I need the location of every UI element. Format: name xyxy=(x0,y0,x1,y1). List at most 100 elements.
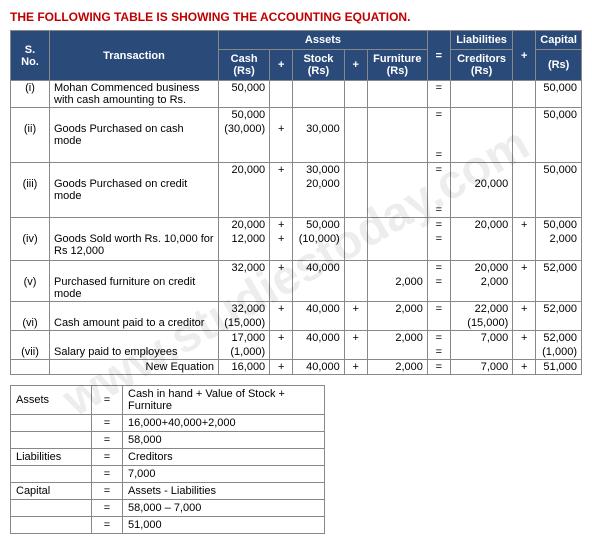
cell xyxy=(344,261,367,276)
cell xyxy=(367,316,427,331)
cell xyxy=(293,316,345,331)
summary-cell: Liabilities xyxy=(11,449,92,466)
cell: 22,000 xyxy=(450,302,512,317)
cell: 2,000 xyxy=(367,275,427,302)
cell: = xyxy=(427,81,450,108)
cell: 50,000 xyxy=(293,218,345,233)
cell xyxy=(270,177,293,203)
cell xyxy=(50,108,219,123)
cell: (10,000) xyxy=(293,232,345,258)
cell xyxy=(50,302,219,317)
summary-cell: = xyxy=(92,415,123,432)
col-cap-group: Capital xyxy=(536,31,582,50)
cell xyxy=(513,345,536,360)
cell xyxy=(11,148,50,163)
cell: + xyxy=(270,122,293,148)
cell: (1,000) xyxy=(536,345,582,360)
cell xyxy=(536,122,582,148)
summary-cell: = xyxy=(92,432,123,449)
cell: 2,000 xyxy=(367,302,427,317)
cell xyxy=(367,81,427,108)
cell: = xyxy=(427,163,450,178)
cell: (30,000) xyxy=(219,122,270,148)
cell: 20,000 xyxy=(450,261,512,276)
cell xyxy=(270,203,293,218)
cell: 40,000 xyxy=(293,261,345,276)
cell: + xyxy=(513,218,536,233)
cell: 32,000 xyxy=(219,261,270,276)
cell: = xyxy=(427,345,450,360)
cell: (i) xyxy=(11,81,50,108)
cell xyxy=(11,218,50,233)
col-assets-group: Assets xyxy=(219,31,428,50)
cell xyxy=(11,331,50,346)
cell: (15,000) xyxy=(219,316,270,331)
cell: = xyxy=(427,148,450,163)
cell: + xyxy=(270,232,293,258)
cell xyxy=(219,148,270,163)
summary-cell xyxy=(11,466,92,483)
page-title: THE FOLLOWING TABLE IS SHOWING THE ACCOU… xyxy=(10,10,582,24)
cell xyxy=(11,360,50,375)
cell xyxy=(344,345,367,360)
col-stock: Stock (Rs) xyxy=(293,50,345,81)
cell xyxy=(367,203,427,218)
cell: + xyxy=(270,261,293,276)
cell: 2,000 xyxy=(367,360,427,375)
cell: Cash amount paid to a creditor xyxy=(50,316,219,331)
cell xyxy=(344,122,367,148)
summary-cell: 58,000 xyxy=(123,432,325,449)
cell xyxy=(367,345,427,360)
cell: 20,000 xyxy=(450,177,512,203)
cell xyxy=(270,275,293,302)
summary-cell: = xyxy=(92,483,123,500)
cell: = xyxy=(427,108,450,123)
cell xyxy=(344,232,367,258)
cell xyxy=(450,203,512,218)
cell: 50,000 xyxy=(219,108,270,123)
cell: Purchased furniture on credit mode xyxy=(50,275,219,302)
cell xyxy=(450,108,512,123)
cell xyxy=(513,108,536,123)
cell: = xyxy=(427,203,450,218)
cell xyxy=(450,148,512,163)
cell: (1,000) xyxy=(219,345,270,360)
cell: 30,000 xyxy=(293,122,345,148)
cell: + xyxy=(270,302,293,317)
cell xyxy=(50,218,219,233)
col-cash: Cash (Rs) xyxy=(219,50,270,81)
cell xyxy=(50,148,219,163)
col-cap-rs: (Rs) xyxy=(536,50,582,81)
cell xyxy=(536,203,582,218)
cell xyxy=(293,81,345,108)
cell xyxy=(513,148,536,163)
cell: 40,000 xyxy=(293,302,345,317)
cell: + xyxy=(270,360,293,375)
cell xyxy=(450,81,512,108)
cell: 32,000 xyxy=(219,302,270,317)
cell: 50,000 xyxy=(536,163,582,178)
summary-cell xyxy=(11,432,92,449)
cell: Goods Purchased on cash mode xyxy=(50,122,219,148)
cell xyxy=(513,203,536,218)
cell xyxy=(219,275,270,302)
summary-cell: 16,000+40,000+2,000 xyxy=(123,415,325,432)
cell: 7,000 xyxy=(450,331,512,346)
cell: 50,000 xyxy=(536,108,582,123)
col-plus: + xyxy=(513,31,536,81)
cell xyxy=(344,316,367,331)
cell xyxy=(367,261,427,276)
cell: 7,000 xyxy=(450,360,512,375)
summary-cell: Assets xyxy=(11,386,92,415)
cell xyxy=(11,261,50,276)
cell xyxy=(50,331,219,346)
cell xyxy=(513,81,536,108)
cell xyxy=(513,232,536,258)
cell xyxy=(344,203,367,218)
summary-cell: = xyxy=(92,500,123,517)
summary-cell: Assets - Liabilities xyxy=(123,483,325,500)
cell: New Equation xyxy=(50,360,219,375)
cell: + xyxy=(513,331,536,346)
cell: + xyxy=(344,331,367,346)
cell: Mohan Commenced business with cash amoun… xyxy=(50,81,219,108)
